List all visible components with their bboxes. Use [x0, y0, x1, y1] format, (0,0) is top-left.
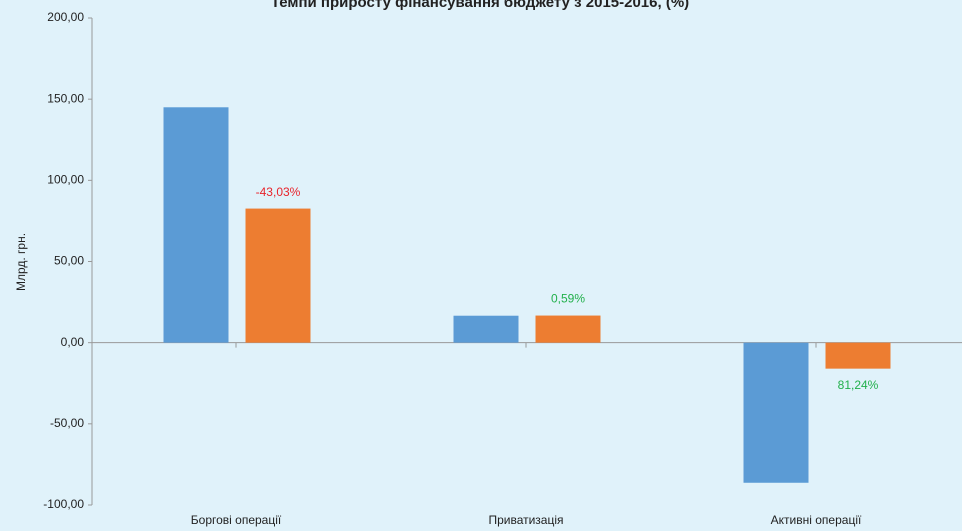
y-tick-label: 0,00 — [61, 335, 85, 349]
bar — [163, 107, 229, 343]
chart-title: Темпи приросту фінансування бюджету з 20… — [271, 0, 689, 11]
y-tick-label: 100,00 — [47, 173, 84, 187]
bar — [743, 342, 809, 483]
bar — [245, 208, 311, 343]
y-axis-label: Млрд. грн. — [14, 233, 28, 291]
y-tick-label: 50,00 — [54, 254, 84, 268]
bar — [535, 315, 601, 343]
y-tick-label: 200,00 — [47, 10, 84, 24]
x-tick-label: Активні операції — [771, 513, 862, 527]
y-tick-label: 150,00 — [47, 91, 84, 105]
growth-label: -43,03% — [256, 185, 301, 199]
growth-label: 0,59% — [551, 292, 585, 306]
growth-label: 81,24% — [838, 378, 879, 392]
x-tick-label: Боргові операції — [191, 513, 282, 527]
bar — [825, 342, 891, 369]
bar — [453, 315, 519, 343]
x-tick-label: Приватизація — [488, 513, 563, 527]
y-tick-label: -100,00 — [43, 497, 84, 511]
y-tick-label: -50,00 — [50, 416, 84, 430]
